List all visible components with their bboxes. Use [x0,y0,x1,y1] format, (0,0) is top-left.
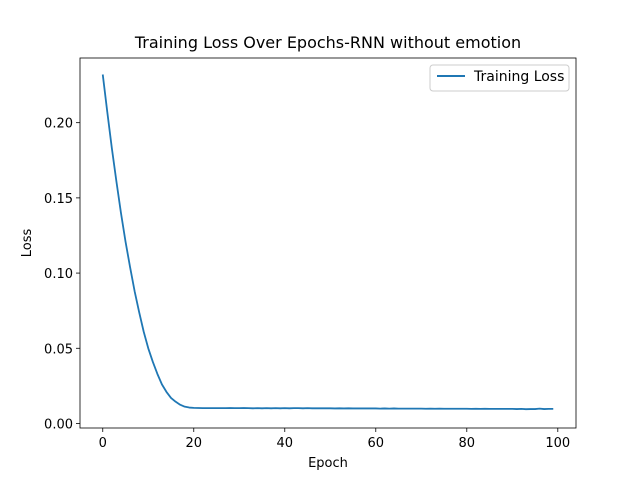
plot-background [80,58,576,428]
series-line-0 [101,74,554,411]
y-tick-label: 0.20 [44,117,73,132]
x-axis-label: Epoch [308,456,348,471]
x-tick-label: 20 [185,436,202,451]
legend: Training Loss [429,64,570,92]
plot-area [80,58,576,428]
chart-title: Training Loss Over Epochs-RNN without em… [134,33,521,52]
y-tick-label: 0.15 [44,192,73,207]
y-axis-label: Loss [20,229,35,258]
x-tick-label: 0 [99,436,107,451]
plot-frame [79,57,577,429]
ticks-layer: 0 20 40 60 80 100 0.00 0.05 0.10 0.15 0.20 [44,117,570,451]
legend-box [429,64,570,92]
y-tick-label: 0.00 [44,417,73,432]
x-tick-label: 80 [459,436,476,451]
x-tick-label: 60 [368,436,385,451]
y-tick-label: 0.05 [44,342,73,357]
series-layer [101,74,554,411]
x-tick-label: 100 [545,436,570,451]
y-tick-label: 0.10 [44,267,73,282]
legend-label: Training Loss [473,69,564,85]
x-tick-label: 40 [276,436,293,451]
